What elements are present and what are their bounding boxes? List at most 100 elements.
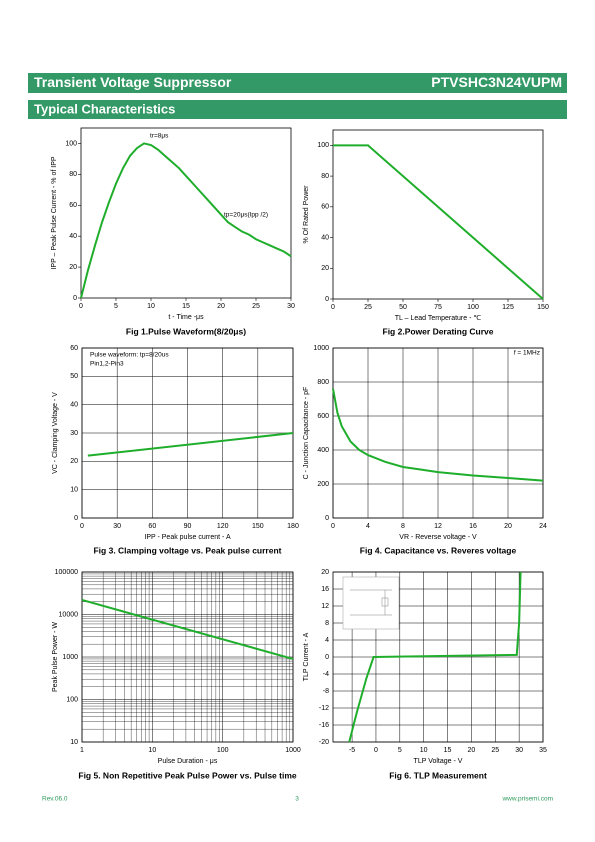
chart-caption: Fig 4. Capacitance vs. Reveres voltage (360, 545, 517, 555)
x-tick-label: 0 (331, 523, 335, 530)
x-tick-label: 4 (366, 523, 370, 530)
y-tick-label: 20 (69, 264, 77, 271)
x-tick-label: 16 (469, 523, 477, 530)
x-tick-label: 120 (217, 523, 229, 530)
plot-frame (332, 347, 544, 519)
y-tick-label: 400 (317, 447, 329, 454)
y-tick-label: 60 (321, 204, 329, 211)
y-axis-label: Peak Pulse Power - W (52, 622, 59, 692)
x-tick-label: 35 (539, 747, 547, 754)
y-tick-label: 0 (325, 515, 329, 522)
x-tick-label: 100 (467, 304, 479, 311)
x-tick-label: 0 (331, 304, 335, 311)
y-tick-label: 12 (321, 603, 329, 610)
y-tick-label: -8 (323, 688, 329, 695)
x-tick-label: 30 (287, 303, 295, 310)
y-tick-label: -16 (319, 722, 329, 729)
x-tick-label: 30 (113, 523, 121, 530)
part-number: PTVSHC3N24VUPM (431, 74, 562, 90)
x-tick-label: 125 (502, 304, 514, 311)
y-tick-label: 20 (70, 458, 78, 465)
y-tick-label: 1000 (62, 654, 78, 661)
x-axis-label: VR - Reverse voltage - V (399, 534, 477, 541)
y-tick-label: 100 (66, 696, 78, 703)
data-line (81, 598, 294, 660)
y-tick-label: 40 (70, 402, 78, 409)
data-line (348, 571, 522, 743)
annotation: tp=20μs(Ipp /2) (224, 212, 268, 219)
chart-caption: Fig 3. Clamping voltage vs. Peak pulse c… (93, 545, 281, 555)
y-tick-label: 100000 (55, 569, 78, 576)
x-tick-label: 5 (114, 303, 118, 310)
annotation: tr=8μs (150, 133, 169, 140)
y-tick-label: 30 (70, 430, 78, 437)
y-tick-label: 1000 (313, 345, 329, 352)
plot-frame (332, 571, 544, 743)
y-tick-label: 10 (70, 739, 78, 746)
x-tick-label: -5 (349, 747, 355, 754)
data-line (333, 144, 544, 300)
y-tick-label: -12 (319, 705, 329, 712)
chart-caption: Fig 2.Power Derating Curve (383, 326, 494, 336)
x-tick-label: 20 (504, 523, 512, 530)
x-tick-label: 10 (147, 303, 155, 310)
plot-frame (332, 129, 544, 300)
x-tick-label: 24 (539, 523, 547, 530)
x-tick-label: 1 (80, 747, 84, 754)
y-tick-label: 0 (74, 515, 78, 522)
y-tick-label: 40 (69, 233, 77, 240)
y-tick-label: 10000 (59, 611, 79, 618)
y-tick-label: 16 (321, 586, 329, 593)
y-tick-label: 80 (69, 171, 77, 178)
y-tick-label: 100 (65, 140, 77, 147)
footer-website: www.prisemi.com (501, 796, 553, 803)
x-tick-label: 25 (364, 304, 372, 311)
x-tick-label: 150 (537, 304, 549, 311)
y-tick-label: 20 (321, 265, 329, 272)
y-tick-label: 10 (70, 487, 78, 494)
y-tick-label: 20 (321, 569, 329, 576)
y-tick-label: 80 (321, 173, 329, 180)
y-axis-label: IPP – Peak Pulse Current - % of IPP (51, 156, 58, 269)
annotation: f = 1MHz (514, 350, 540, 357)
x-tick-label: 25 (491, 747, 499, 754)
x-tick-label: 5 (398, 747, 402, 754)
x-tick-label: 90 (184, 523, 192, 530)
x-tick-label: 60 (148, 523, 156, 530)
annotation: Pulse waveform: tp=8/20us (90, 352, 169, 359)
y-tick-label: 8 (325, 620, 329, 627)
x-tick-label: 30 (515, 747, 523, 754)
y-axis-label: C - Junction Capacitance - pF (303, 387, 310, 480)
data-line (80, 142, 292, 299)
x-axis-label: IPP - Peak pulse current - A (144, 534, 231, 541)
x-tick-label: 10 (420, 747, 428, 754)
inset-box (342, 576, 400, 630)
y-tick-label: 40 (321, 234, 329, 241)
x-tick-label: 50 (399, 304, 407, 311)
y-axis-label: VC - Clamping Voltage - V (52, 392, 59, 474)
y-axis-label: TLP Current - A (303, 632, 310, 681)
circuit-inset (342, 576, 400, 630)
y-tick-label: 100 (317, 142, 329, 149)
y-tick-label: -20 (319, 739, 329, 746)
inset-component (381, 597, 389, 607)
x-tick-label: 0 (80, 523, 84, 530)
footer-page: 3 (295, 796, 299, 803)
plot-frame (80, 127, 292, 299)
chart-caption: Fig 5. Non Repetitive Peak Pulse Power v… (78, 770, 297, 780)
x-tick-label: 15 (182, 303, 190, 310)
x-tick-label: 15 (444, 747, 452, 754)
x-axis-label: t - Time -μs (168, 314, 204, 321)
data-line (332, 388, 544, 482)
y-tick-label: 0 (73, 295, 77, 302)
chart-caption: Fig 1.Pulse Waveform(8/20μs) (126, 326, 246, 336)
data-line (87, 432, 294, 457)
y-tick-label: 0 (325, 296, 329, 303)
y-tick-label: 600 (317, 413, 329, 420)
x-tick-label: 10 (148, 747, 156, 754)
x-tick-label: 1000 (285, 747, 301, 754)
y-tick-label: 0 (325, 654, 329, 661)
y-tick-label: 50 (70, 373, 78, 380)
